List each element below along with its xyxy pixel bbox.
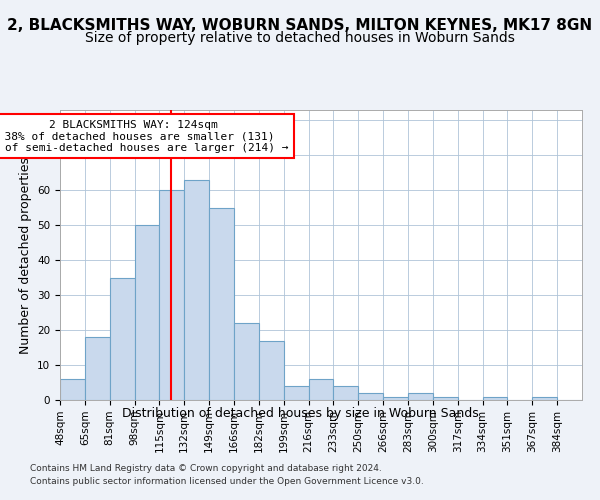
Bar (259, 340, 284, 400)
Bar (358, 393, 383, 400)
Text: Contains public sector information licensed under the Open Government Licence v3: Contains public sector information licen… (30, 478, 424, 486)
Bar (234, 323, 259, 400)
Bar (284, 386, 308, 400)
Text: Contains HM Land Registry data © Crown copyright and database right 2024.: Contains HM Land Registry data © Crown c… (30, 464, 382, 473)
Bar (134, 226, 160, 400)
Bar (383, 396, 408, 400)
Text: 2, BLACKSMITHS WAY, WOBURN SANDS, MILTON KEYNES, MK17 8GN: 2, BLACKSMITHS WAY, WOBURN SANDS, MILTON… (7, 18, 593, 32)
Bar (433, 396, 458, 400)
Bar (85, 337, 110, 400)
Bar (60, 379, 85, 400)
Text: Size of property relative to detached houses in Woburn Sands: Size of property relative to detached ho… (85, 31, 515, 45)
Bar (110, 278, 134, 400)
Bar (160, 190, 184, 400)
Bar (334, 386, 358, 400)
Bar (184, 180, 209, 400)
Bar (209, 208, 234, 400)
Bar (482, 396, 508, 400)
Text: 2 BLACKSMITHS WAY: 124sqm
← 38% of detached houses are smaller (131)
61% of semi: 2 BLACKSMITHS WAY: 124sqm ← 38% of detac… (0, 120, 289, 153)
Bar (308, 379, 334, 400)
Text: Distribution of detached houses by size in Woburn Sands: Distribution of detached houses by size … (122, 408, 478, 420)
Bar (408, 393, 433, 400)
Y-axis label: Number of detached properties: Number of detached properties (19, 156, 32, 354)
Bar (532, 396, 557, 400)
